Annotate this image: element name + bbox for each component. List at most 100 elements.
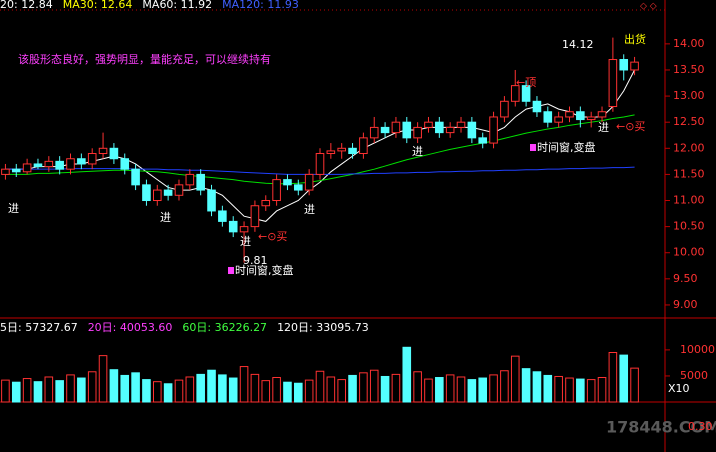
- candle-body: [66, 158, 75, 170]
- candle-body: [207, 189, 216, 212]
- candle-body: [218, 210, 227, 222]
- candle-body: [1, 168, 10, 175]
- annotation: 9.81: [243, 254, 268, 267]
- volume-bar: [597, 377, 607, 403]
- volume-bar: [532, 371, 542, 403]
- volume-bar: [77, 377, 86, 403]
- candle-body: [250, 205, 260, 228]
- volume-bar: [608, 352, 618, 403]
- volume-legend: 60日: 36226.27: [182, 321, 267, 334]
- candle-body: [131, 168, 140, 186]
- candle-body: [304, 173, 314, 191]
- legend-entry: MA60: 11.92: [142, 0, 212, 11]
- candle-body: [565, 111, 574, 118]
- candle-body: [348, 147, 357, 155]
- volume-bar: [554, 375, 563, 403]
- volume-bar: [576, 378, 585, 403]
- volume-bar: [283, 381, 292, 403]
- y-tick-label: 9.00: [673, 298, 698, 311]
- volume-bar: [565, 377, 574, 403]
- candle-body: [98, 147, 108, 155]
- candle-body: [521, 85, 531, 102]
- volume-bar: [33, 381, 43, 403]
- volume-bar: [109, 369, 119, 403]
- candle-body: [163, 189, 173, 196]
- candle-body: [456, 121, 466, 128]
- y-tick-label: 10000: [680, 343, 715, 356]
- annotation: 进: [412, 145, 423, 158]
- candle-body: [44, 160, 54, 168]
- y-tick-label: 14.00: [673, 37, 705, 50]
- volume-bar: [380, 375, 390, 403]
- candle-body: [369, 126, 379, 139]
- y-tick-label: 5000: [680, 369, 708, 382]
- candle-body: [33, 163, 43, 168]
- volume-bar: [228, 377, 238, 403]
- annotation: ←顶: [516, 76, 536, 89]
- volume-bar: [131, 372, 140, 403]
- candle-body: [424, 121, 433, 128]
- volume-bar: [348, 374, 357, 403]
- volume-bar: [445, 374, 455, 403]
- volume-scale-label: X10: [668, 382, 690, 395]
- candle-body: [109, 147, 119, 160]
- volume-bar: [337, 379, 346, 403]
- candle-body: [445, 126, 455, 134]
- candle-body: [467, 121, 477, 139]
- volume-bar: [152, 381, 162, 403]
- icon[interactable]: ◇ ◇: [640, 2, 657, 12]
- candle-body: [359, 137, 368, 155]
- volume-bar: [326, 376, 336, 403]
- annotation: ←⊙买: [258, 230, 287, 243]
- volume-bar: [402, 346, 412, 403]
- candle-body: [272, 179, 281, 202]
- candle-body: [22, 163, 32, 173]
- volume-bar: [142, 379, 151, 403]
- annotation: 时间窗,变盘: [235, 263, 294, 277]
- volume-bar: [239, 366, 249, 403]
- annotation: 该股形态良好，强势明显，量能充足，可以继续持有: [18, 52, 271, 66]
- marker: [530, 144, 536, 151]
- legend-entry: MA30: 12.64: [63, 0, 133, 11]
- volume-bar: [250, 373, 260, 403]
- candle-body: [142, 184, 151, 202]
- volume-bar: [207, 369, 216, 403]
- lower-panel-label: 0.30: [688, 420, 713, 433]
- volume-bar: [586, 379, 596, 403]
- candle-body: [478, 137, 488, 144]
- moving-average-line: [5, 114, 635, 185]
- volume-bar: [543, 374, 553, 403]
- candle-body: [120, 158, 130, 170]
- volume-bar: [467, 379, 477, 403]
- candle-body: [576, 111, 585, 121]
- candle-body: [402, 121, 412, 139]
- candle-body: [261, 200, 271, 207]
- y-tick-label: 11.50: [673, 167, 705, 180]
- volume-bar: [510, 355, 520, 403]
- annotation: 进: [8, 202, 19, 215]
- y-tick-label: 10.50: [673, 220, 705, 233]
- candle-body: [196, 173, 205, 191]
- candle-body: [619, 59, 629, 71]
- candle-body: [337, 147, 346, 152]
- watermark: 178448.COM: [606, 418, 716, 437]
- y-tick-label: 13.00: [673, 89, 705, 102]
- volume-bar: [294, 382, 303, 403]
- volume-bar: [359, 372, 368, 403]
- volume-bar: [413, 371, 422, 403]
- volume-bar: [98, 355, 108, 403]
- candle-body: [435, 121, 444, 134]
- candle-body: [413, 126, 422, 139]
- y-tick-label: 10.00: [673, 246, 705, 259]
- volume-bar: [174, 379, 184, 403]
- volume-bar: [315, 370, 325, 403]
- y-tick-label: 11.00: [673, 194, 705, 207]
- volume-bar: [424, 378, 433, 403]
- annotation: 进: [598, 121, 609, 134]
- volume-bar: [55, 380, 64, 403]
- annotation: 时间窗,变盘: [537, 140, 596, 154]
- candle-body: [228, 220, 238, 233]
- volume-bar: [630, 367, 639, 403]
- candle-body: [543, 111, 553, 123]
